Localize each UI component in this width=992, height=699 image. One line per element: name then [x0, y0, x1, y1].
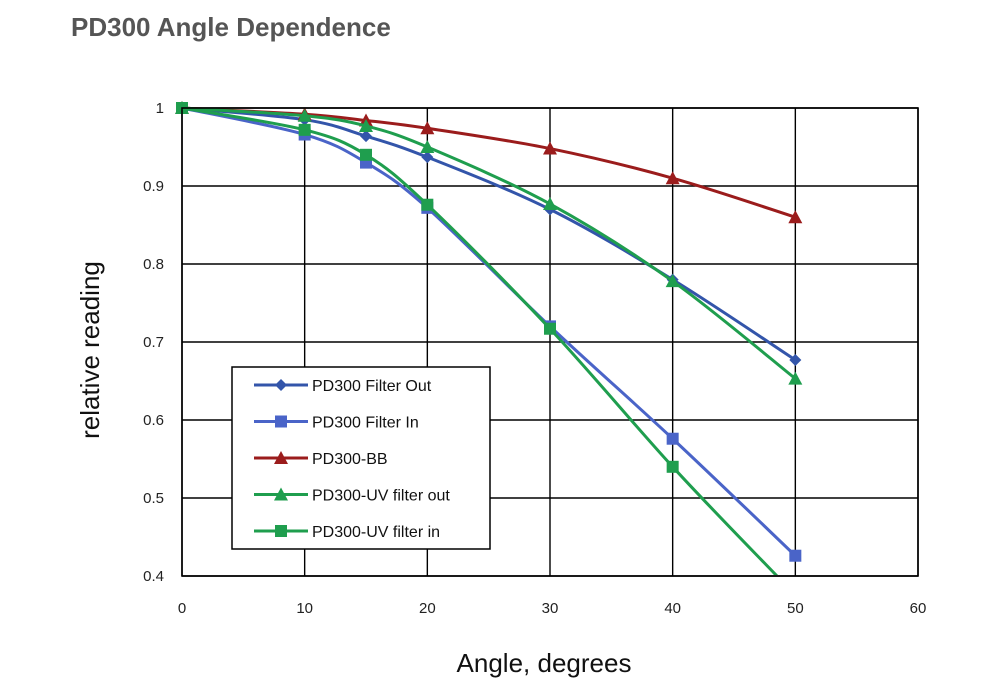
legend: PD300 Filter Out PD300 Filter In PD300-BB P… — [231, 366, 491, 550]
tick-labels: 0 10 20 30 40 50 60 0.4 0.5 0.6 0.7 0.8 0.9 1 — [143, 100, 926, 617]
data-point — [360, 148, 372, 161]
series-2 — [175, 101, 803, 224]
legend-item: PD300-UV filter in — [254, 524, 440, 541]
series-line — [181, 106, 797, 380]
x-tick-label: 40 — [664, 600, 681, 617]
y-tick-label: 0.4 — [143, 568, 164, 585]
data-point — [298, 123, 311, 136]
plot-frame — [181, 107, 919, 577]
legend-marker — [275, 379, 287, 391]
legend-item: PD300 Filter In — [254, 415, 419, 432]
data-point — [666, 432, 679, 445]
data-point — [666, 460, 679, 473]
y-tick-label: 1 — [156, 100, 164, 117]
data-point — [360, 130, 372, 143]
data-point — [359, 118, 373, 132]
legend-marker — [275, 525, 287, 537]
data-point — [788, 371, 803, 385]
chart-title: PD300 Angle Dependence — [71, 12, 391, 42]
x-tick-label: 30 — [542, 600, 559, 617]
data-point — [665, 274, 680, 288]
data-point — [665, 171, 680, 185]
y-tick-label: 0.9 — [143, 178, 164, 195]
legend-item: PD300-UV filter out — [254, 487, 450, 505]
data-point — [544, 322, 556, 335]
data-point — [297, 108, 312, 122]
legend-marker — [275, 415, 287, 428]
x-tick-label: 60 — [910, 600, 927, 617]
x-tick-label: 20 — [419, 600, 436, 617]
data-point — [420, 121, 435, 135]
data-point — [788, 210, 803, 224]
y-tick-label: 0.7 — [143, 334, 164, 351]
legend-label: PD300-UV filter out — [312, 488, 450, 505]
data-point — [421, 198, 434, 211]
x-tick-label: 50 — [787, 600, 804, 617]
x-axis-label: Angle, degrees — [457, 648, 632, 678]
legend-label: PD300 Filter Out — [312, 378, 432, 395]
series-0 — [176, 102, 802, 366]
data-point — [420, 140, 435, 153]
data-point — [543, 196, 557, 210]
legend-item: PD300 Filter Out — [254, 378, 432, 395]
y-tick-label: 0.6 — [143, 412, 164, 429]
x-tick-label: 0 — [178, 600, 186, 617]
data-point — [789, 353, 802, 366]
y-tick-label: 0.8 — [143, 256, 164, 273]
y-axis-label: relative reading — [75, 261, 105, 439]
data-point — [789, 549, 802, 562]
legend-label: PD300 Filter In — [312, 415, 419, 432]
series-4 — [176, 102, 779, 575]
x-tick-label: 10 — [296, 600, 313, 617]
legend-marker — [274, 487, 288, 501]
legend-label: PD300-BB — [312, 451, 388, 468]
legend-item: PD300-BB — [254, 451, 388, 468]
legend-marker — [274, 451, 288, 464]
data-point — [421, 151, 434, 164]
y-tick-label: 0.5 — [143, 490, 164, 507]
legend-label: PD300-UV filter in — [312, 524, 440, 541]
data-point — [543, 141, 557, 155]
series-line — [181, 106, 797, 362]
